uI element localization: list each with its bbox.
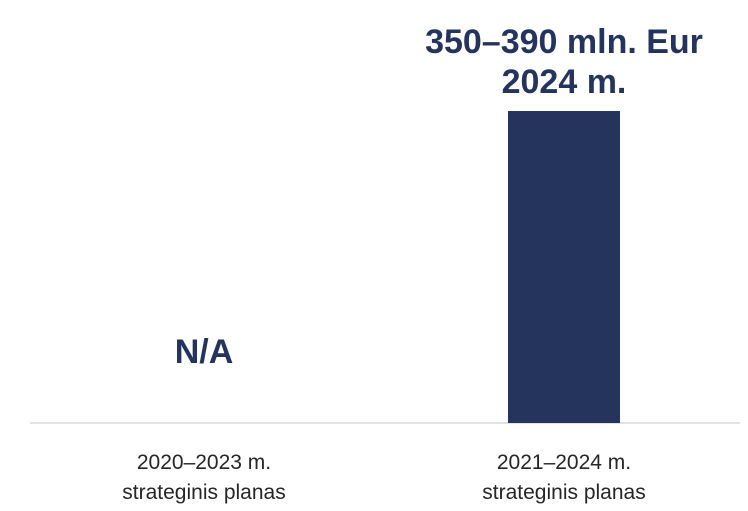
data-label-2-line-2: 2024 m. (502, 63, 627, 101)
category-label-2-line-2: strateginis planas (482, 481, 645, 504)
data-label-2-line-1: 350–390 mln. Eur (425, 23, 703, 61)
category-label-1-line-1: 2020–2023 m. (137, 451, 271, 474)
category-label-1-line-2: strateginis planas (122, 481, 285, 504)
category-label-2-line-1: 2021–2024 m. (497, 451, 631, 474)
data-label-1-line-1: N/A (175, 333, 234, 371)
chart-marks: N/A 2020–2023 m. strateginis planas 350–390… (122, 23, 703, 504)
bar-2 (508, 111, 620, 423)
